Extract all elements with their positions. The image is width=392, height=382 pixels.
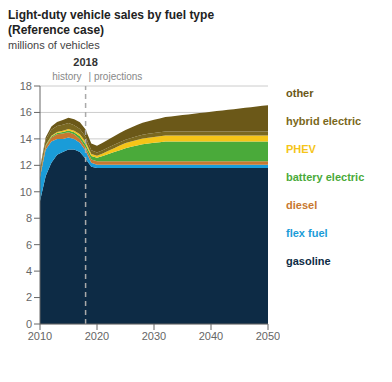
svg-text:4: 4 [26,265,32,277]
svg-text:2030: 2030 [142,330,166,342]
html-text:millions of vehicles: millions of vehicles [8,39,100,51]
svg-text:2018: 2018 [73,56,97,68]
svg-text:10: 10 [20,186,32,198]
svg-text:16: 16 [20,106,32,118]
svg-text:history: history [52,71,81,82]
html-text:gasoline: gasoline [286,255,331,267]
html-text:PHEV: PHEV [286,143,316,155]
svg-text:8: 8 [26,212,32,224]
svg-text:| projections: | projections [89,71,143,82]
html-text:other: other [286,87,314,99]
svg-text:2040: 2040 [199,330,223,342]
svg-text:2010: 2010 [28,330,52,342]
html-text:diesel: diesel [286,199,318,211]
svg-text:2050: 2050 [256,330,280,342]
svg-text:18: 18 [20,80,32,92]
html-text:flex fuel: flex fuel [286,227,328,239]
svg-text:6: 6 [26,239,32,251]
svg-text:2: 2 [26,291,32,303]
svg-text:2020: 2020 [85,330,109,342]
html-text:hybrid electric: hybrid electric [286,115,362,127]
html-text:(Reference case): (Reference case) [8,23,105,37]
svg-text:14: 14 [20,133,32,145]
svg-text:0: 0 [26,318,32,330]
html-text:battery electric: battery electric [286,171,365,183]
svg-text:12: 12 [20,159,32,171]
html-text:Light-duty vehicle sales by fu: Light-duty vehicle sales by fuel type [8,8,215,22]
